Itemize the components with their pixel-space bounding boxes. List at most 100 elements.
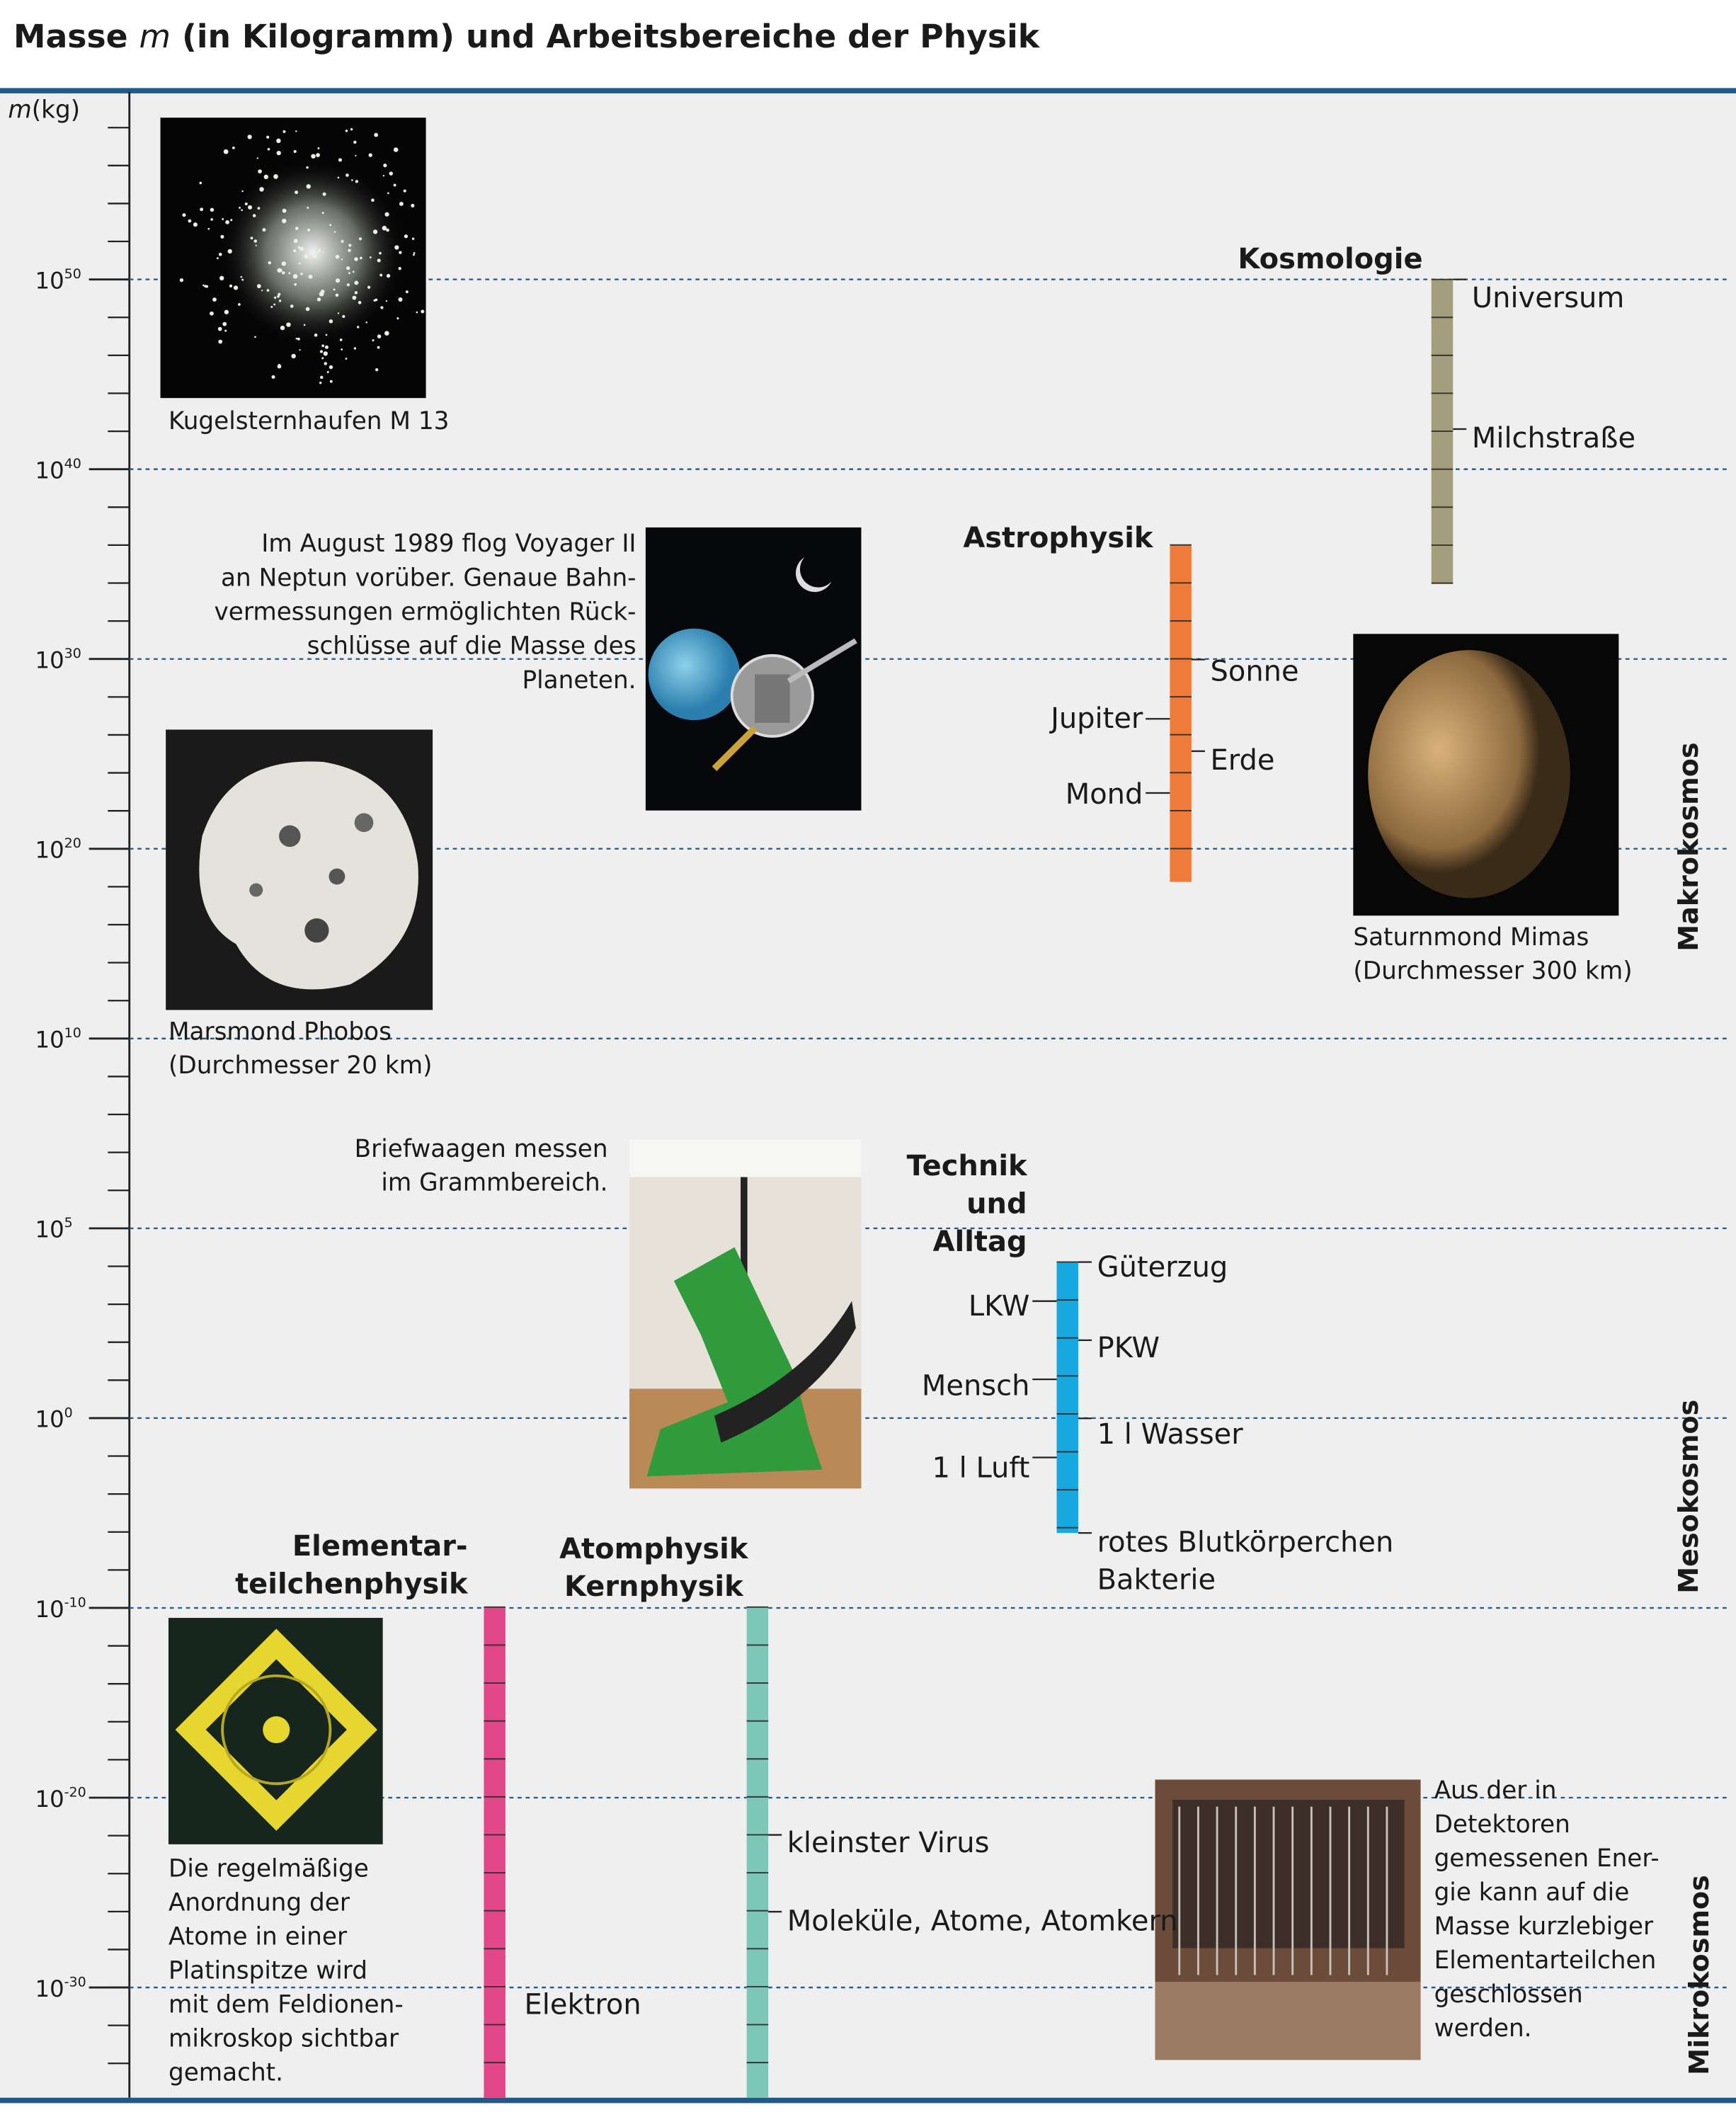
star: [380, 306, 384, 309]
star: [199, 181, 202, 185]
item-label: Sonne: [1211, 656, 1299, 688]
star: [379, 251, 382, 255]
star: [233, 285, 239, 290]
photo-caption: Aus der in: [1434, 1776, 1557, 1805]
star: [223, 149, 229, 154]
item-label: Moleküle, Atome, Atomkern: [787, 1905, 1178, 1937]
star: [375, 298, 378, 302]
photo-mimas: [1353, 634, 1619, 916]
star: [232, 147, 235, 149]
star: [282, 208, 287, 213]
star: [358, 301, 362, 304]
title-part: Masse: [13, 17, 139, 55]
photo-cluster: [160, 118, 426, 399]
star: [305, 307, 310, 312]
star: [352, 295, 357, 300]
tick-base: 10: [35, 1975, 64, 2002]
star: [384, 212, 389, 217]
star: [266, 135, 270, 139]
star: [325, 333, 328, 336]
star: [375, 368, 379, 372]
star: [244, 202, 248, 206]
tick-exponent: -30: [64, 1974, 86, 1990]
star: [219, 275, 224, 281]
star: [222, 321, 227, 326]
star: [389, 171, 393, 176]
star: [238, 303, 241, 306]
star: [248, 205, 253, 210]
star: [188, 219, 192, 223]
star: [179, 278, 184, 283]
star: [317, 251, 320, 253]
tick-exponent: 10: [64, 1025, 81, 1041]
star: [333, 231, 336, 233]
star: [324, 345, 329, 349]
star: [348, 249, 351, 252]
star: [298, 262, 301, 265]
star: [210, 207, 215, 212]
photo-phobos: [166, 729, 433, 1010]
star: [316, 153, 320, 157]
star: [253, 239, 258, 243]
star: [281, 261, 287, 266]
photo-caption: gemacht.: [169, 2058, 283, 2087]
item-label: Jupiter: [1049, 702, 1143, 735]
star: [295, 227, 299, 230]
star: [413, 252, 416, 254]
star: [352, 270, 355, 273]
tick-base: 10: [35, 1216, 64, 1243]
star: [350, 128, 353, 131]
tick-exponent: 5: [64, 1215, 73, 1231]
tick-base: 10: [35, 267, 64, 294]
star: [241, 209, 244, 212]
star: [372, 229, 378, 234]
photo-caption: Detektoren: [1434, 1810, 1570, 1839]
star: [323, 351, 328, 356]
star: [337, 176, 340, 179]
bar-heading: teilchenphysik: [235, 1568, 469, 1600]
star: [377, 334, 382, 338]
star: [353, 347, 357, 350]
bar-heading: Alltag: [933, 1226, 1027, 1258]
range-bar: [1170, 544, 1192, 882]
star: [266, 289, 270, 292]
axis-symbol: m: [8, 96, 31, 124]
star: [297, 337, 300, 341]
region-label: Mesokosmos: [1673, 1400, 1704, 1594]
photo-caption: mit dem Feldionen-: [169, 1990, 404, 2019]
star: [212, 297, 217, 302]
star: [319, 350, 324, 353]
star: [217, 326, 222, 331]
star: [404, 234, 409, 239]
star: [282, 271, 285, 275]
star: [386, 228, 389, 232]
star: [342, 314, 346, 319]
photo-caption: Marsmond Phobos: [169, 1017, 392, 1046]
star: [241, 190, 244, 193]
star: [345, 358, 348, 360]
bar-heading: Kernphysik: [564, 1570, 744, 1603]
photo-detector: [1155, 1779, 1421, 2060]
photo-caption: gemessenen Ener-: [1434, 1844, 1660, 1873]
item-label: 1 l Wasser: [1097, 1418, 1244, 1451]
star: [365, 321, 367, 324]
photo-caption: Die regelmäßige: [169, 1855, 369, 1883]
star: [295, 130, 297, 132]
photo-caption: Planeten.: [522, 666, 636, 695]
tick-base: 10: [35, 1406, 64, 1433]
star: [200, 207, 204, 212]
star: [300, 273, 303, 275]
tick-label: 10-20: [35, 1784, 86, 1813]
star: [382, 175, 385, 177]
tick-label: 1010: [35, 1025, 81, 1054]
star: [276, 150, 281, 156]
star: [316, 297, 321, 302]
tick-exponent: -10: [64, 1594, 86, 1610]
star: [306, 166, 309, 169]
star: [267, 147, 270, 151]
photo-caption: Elementarteilchen: [1434, 1946, 1657, 1975]
star: [382, 225, 387, 231]
star: [374, 132, 379, 137]
star: [278, 268, 282, 273]
star: [337, 312, 340, 314]
